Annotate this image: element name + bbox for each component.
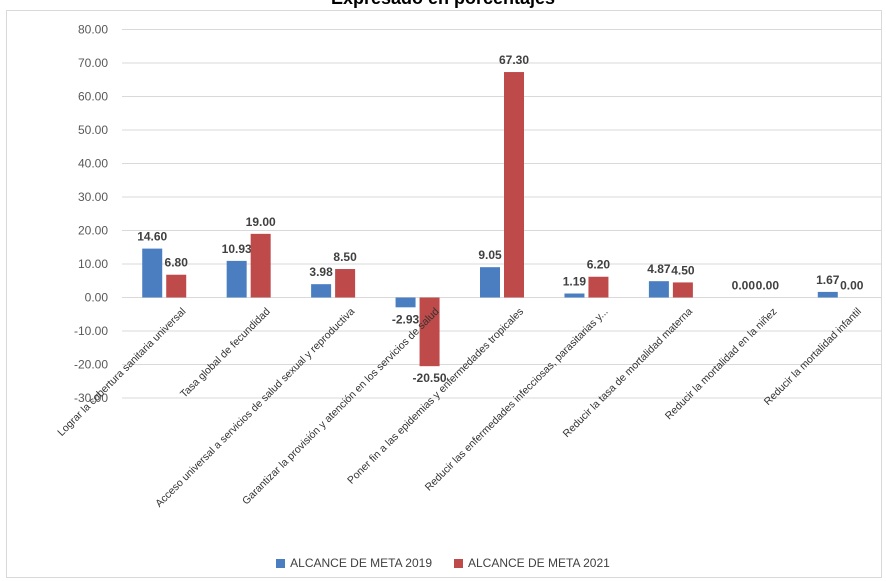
y-tick-label: -10.00 [74, 324, 108, 338]
y-tick-label: 70.00 [78, 56, 108, 70]
y-tick-label: 60.00 [78, 90, 108, 104]
bar-2019 [395, 297, 416, 308]
chart-title: Expresado en porcentajes [0, 0, 886, 9]
bar-2019 [226, 260, 247, 298]
bar-2021 [335, 269, 356, 298]
bar-2019 [817, 291, 838, 298]
data-label: 14.60 [137, 230, 167, 244]
bar-2019 [648, 281, 669, 298]
bar-2021 [504, 72, 524, 298]
legend-label-2019: ALCANCE DE META 2019 [290, 556, 432, 570]
data-label: 0.00 [840, 279, 864, 293]
bar-2021 [672, 282, 693, 298]
data-label: 19.00 [246, 215, 276, 229]
data-label: -2.93 [392, 312, 420, 326]
category-label: Tasa global de fecundidad [178, 306, 273, 401]
y-tick-label: 30.00 [78, 190, 108, 204]
data-label: 67.30 [499, 53, 529, 67]
bar-2019 [480, 267, 500, 298]
y-tick-label: 40.00 [78, 157, 108, 171]
bar-2021 [588, 276, 609, 298]
category-label: Garantizar la provisión y atención en lo… [240, 306, 442, 508]
legend-item-2021: ALCANCE DE META 2021 [454, 556, 610, 570]
y-tick-label: 50.00 [78, 123, 108, 137]
bar-2021 [166, 274, 187, 298]
data-label: 1.67 [816, 273, 840, 287]
legend: ALCANCE DE META 2019 ALCANCE DE META 202… [0, 556, 886, 570]
data-label: -20.50 [413, 371, 447, 385]
bar-2019 [142, 248, 163, 298]
data-label: 9.05 [478, 248, 502, 262]
legend-swatch-2021 [454, 558, 463, 568]
data-label: 3.98 [309, 265, 333, 279]
legend-swatch-2019 [276, 558, 286, 568]
legend-label-2021: ALCANCE DE META 2021 [468, 556, 610, 570]
y-tick-label: 80.00 [78, 23, 108, 37]
y-tick-label: 0.00 [85, 291, 109, 305]
bar-2019 [564, 293, 585, 298]
data-label: 4.50 [671, 263, 695, 277]
y-tick-label: 20.00 [78, 224, 108, 238]
data-label: 4.87 [647, 262, 671, 276]
data-label: 0.00 [756, 279, 780, 293]
data-label: 10.93 [222, 242, 252, 256]
legend-item-2019: ALCANCE DE META 2019 [276, 556, 432, 570]
category-label: Reducir las enfermedades infecciosas, pa… [423, 306, 611, 494]
data-label: 6.20 [587, 258, 611, 272]
bar-2021 [419, 297, 440, 367]
y-tick-label: -20.00 [74, 358, 108, 372]
category-label: Acceso universal a servicios de salud se… [153, 306, 357, 510]
data-label: 1.19 [563, 275, 587, 289]
category-label: Reducir la mortalidad infantil [762, 306, 864, 408]
data-label: 6.80 [165, 256, 189, 270]
y-tick-label: -30.00 [74, 391, 108, 405]
data-label: 0.00 [732, 279, 756, 293]
y-tick-label: 10.00 [78, 257, 108, 271]
bar-2019 [311, 284, 332, 298]
bar-2021 [250, 233, 271, 298]
data-label: 8.50 [333, 250, 357, 264]
